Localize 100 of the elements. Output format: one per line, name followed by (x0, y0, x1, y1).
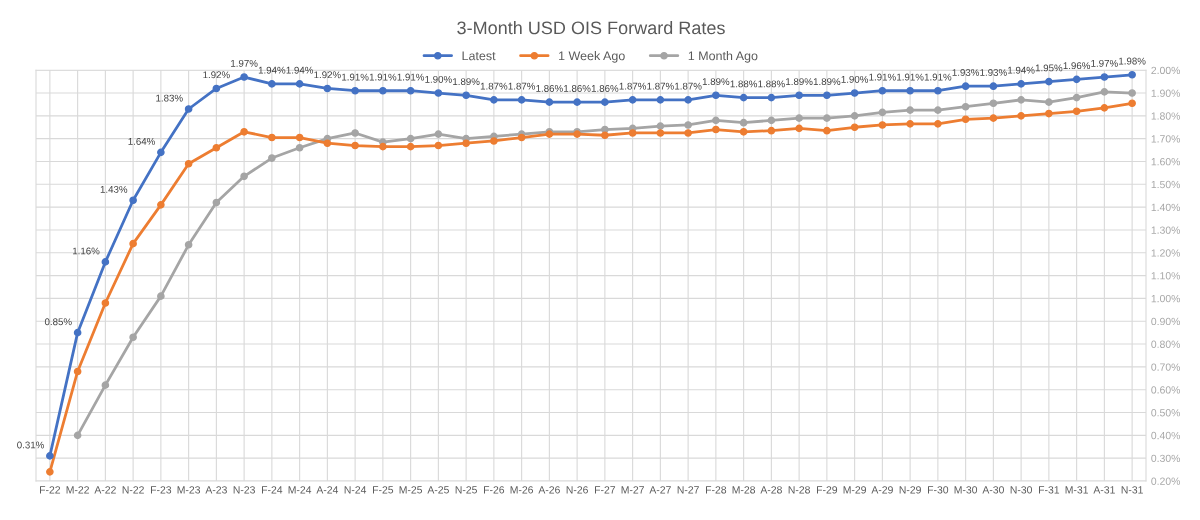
point (129, 196, 137, 205)
data-label: 1.94% (286, 66, 314, 74)
point (101, 381, 110, 389)
data-label: 1.43% (100, 185, 128, 193)
point (767, 116, 776, 125)
point (1072, 75, 1081, 84)
point (573, 98, 581, 106)
point (1072, 107, 1081, 116)
x-tick-label: F-30 (928, 486, 949, 494)
point (295, 80, 304, 88)
y-tick-label: 0.50% (1151, 409, 1181, 417)
y-tick-label: 1.70% (1151, 135, 1181, 143)
x-tick-label: A-31 (1093, 486, 1115, 494)
point (46, 452, 54, 460)
y-tick-label: 0.90% (1151, 317, 1181, 326)
point (1045, 109, 1053, 118)
x-tick-label: N-28 (788, 486, 810, 494)
point (1128, 99, 1136, 108)
point (240, 172, 248, 181)
point (934, 120, 942, 128)
point (184, 240, 193, 249)
point (184, 159, 193, 168)
point (878, 86, 887, 95)
data-label: 1.87% (675, 82, 702, 90)
point (434, 141, 443, 150)
point (268, 80, 276, 88)
point (240, 73, 248, 81)
data-label: 1.91% (869, 73, 896, 81)
point (739, 118, 748, 127)
y-tick-label: 1.00% (1151, 294, 1181, 303)
point (961, 102, 970, 111)
x-tick-label: F-22 (40, 486, 61, 494)
point (823, 114, 831, 122)
point (129, 239, 137, 248)
data-label: 1.86% (564, 85, 591, 92)
x-tick-label: F-26 (484, 486, 505, 494)
point (462, 139, 470, 148)
point (490, 137, 498, 145)
point (157, 292, 165, 300)
x-tick-label: A-29 (871, 486, 893, 494)
legend-label: Latest (462, 51, 496, 61)
data-label: 1.91% (369, 73, 397, 81)
x-tick-label: N-23 (233, 486, 255, 494)
data-label: 1.96% (1063, 62, 1091, 70)
point (684, 96, 692, 104)
point (101, 299, 110, 307)
data-label: 1.88% (758, 80, 785, 88)
point (73, 328, 82, 337)
point (351, 141, 359, 150)
y-tick-label: 1.30% (1151, 226, 1181, 234)
x-tick-label: M-31 (1065, 486, 1088, 494)
point (545, 98, 554, 106)
data-label: 1.88% (730, 80, 758, 88)
point (656, 129, 665, 137)
point (712, 125, 720, 134)
y-tick-label: 2.00% (1151, 66, 1181, 75)
point (406, 142, 415, 151)
data-label: 1.91% (924, 73, 952, 81)
data-label: 1.89% (702, 78, 730, 86)
point (46, 468, 54, 476)
point (712, 116, 720, 125)
x-tick-label: N-27 (677, 486, 699, 494)
data-label: 1.89% (813, 78, 841, 86)
point (961, 82, 970, 90)
data-label: 1.90% (425, 75, 452, 83)
y-tick-label: 1.20% (1151, 249, 1181, 257)
point (906, 106, 914, 114)
y-tick-label: 1.10% (1151, 272, 1181, 280)
point (101, 258, 110, 266)
x-tick-label: M-28 (732, 486, 756, 494)
point (295, 133, 304, 142)
point (212, 84, 221, 93)
x-tick-label: A-27 (649, 486, 671, 494)
y-tick-label: 0.40% (1151, 431, 1181, 440)
point (268, 133, 276, 142)
point (934, 106, 942, 114)
point (1100, 104, 1109, 112)
point (1128, 89, 1136, 97)
point (684, 121, 692, 129)
y-tick-label: 0.80% (1151, 340, 1181, 348)
point (850, 89, 859, 97)
x-tick-label: F-29 (817, 486, 838, 494)
x-tick-label: A-25 (427, 486, 449, 494)
point (656, 96, 665, 104)
x-tick-label: F-24 (262, 486, 283, 494)
point (517, 133, 526, 142)
point (934, 86, 942, 95)
x-tick-label: M-22 (66, 486, 89, 494)
data-label: 1.93% (980, 69, 1007, 76)
data-label: 1.98% (1119, 57, 1146, 65)
point (601, 131, 609, 140)
point (517, 96, 526, 104)
point (323, 139, 332, 148)
y-tick-label: 1.80% (1151, 112, 1181, 120)
x-tick-label: N-31 (1121, 486, 1143, 494)
data-label: 1.86% (536, 85, 563, 92)
x-tick-label: A-30 (982, 486, 1004, 494)
data-label: 1.87% (647, 82, 674, 90)
data-label: 1.90% (841, 75, 869, 83)
data-label: 1.93% (952, 69, 980, 76)
